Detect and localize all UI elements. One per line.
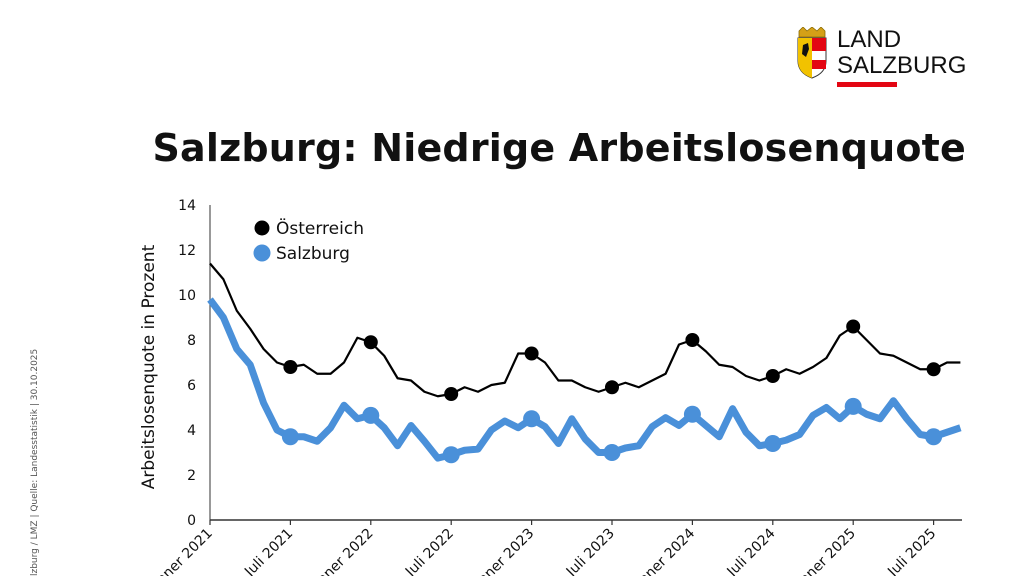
x-tick-label: Juli 2025 [884, 526, 939, 576]
data-point-oesterreich [846, 319, 861, 334]
y-tick-label: 4 [187, 423, 196, 439]
data-point-oesterreich [283, 360, 298, 374]
y-axis-label: Arbeitslosenquote in Prozent [139, 244, 159, 489]
x-tick-label: Jänner 2025 [787, 526, 859, 576]
data-point-salzburg [844, 397, 862, 415]
y-tick-label: 6 [187, 378, 196, 394]
data-point-salzburg [603, 444, 621, 461]
legend-label-oesterreich: Österreich [276, 217, 364, 239]
y-tick-label: 12 [178, 243, 196, 259]
legend-marker-salzburg [253, 244, 271, 262]
x-tick-label: Juli 2024 [724, 525, 779, 576]
x-tick-label: Juli 2022 [402, 526, 457, 576]
x-tick-label: Jänner 2022 [305, 526, 377, 576]
y-tick-label: 10 [178, 288, 196, 304]
data-point-oesterreich [444, 387, 459, 401]
x-tick-label: Jänner 2021 [144, 526, 216, 576]
x-tick-label: Juli 2021 [241, 526, 296, 576]
coat-of-arms-icon [797, 27, 827, 79]
legend-label-salzburg: Salzburg [276, 244, 350, 264]
data-point-salzburg [523, 410, 541, 428]
series-line-salzburg [207, 297, 962, 462]
y-tick-label: 0 [187, 513, 196, 529]
y-tick-label: 14 [178, 198, 196, 214]
land-salzburg-logo: LAND SALZBURG [795, 27, 970, 89]
legend: Österreich Salzburg [253, 217, 364, 264]
data-point-oesterreich [685, 333, 700, 347]
data-point-oesterreich [363, 335, 378, 350]
data-point-oesterreich [926, 362, 941, 377]
x-tick-label: Juli 2023 [563, 526, 618, 576]
x-tick-label: Jänner 2024 [626, 525, 698, 576]
logo-line1: LAND [837, 26, 902, 53]
data-point-salzburg [925, 428, 943, 446]
data-point-salzburg [764, 435, 782, 452]
y-tick-label: 2 [187, 468, 196, 484]
data-point-salzburg [442, 446, 460, 464]
data-point-oesterreich [605, 380, 619, 395]
data-point-salzburg [281, 428, 299, 446]
logo-line2: SALZBURG [837, 52, 967, 79]
x-tick-label: Jänner 2023 [465, 526, 537, 576]
data-point-salzburg [683, 405, 701, 423]
data-point-oesterreich [765, 369, 780, 383]
logo-accent-bar [837, 82, 897, 87]
y-tick-label: 8 [187, 333, 196, 349]
page-title: Salzburg: Niedrige Arbeitslosenquote [152, 126, 966, 170]
data-point-oesterreich [524, 346, 539, 361]
data-point-salzburg [362, 406, 380, 424]
legend-marker-oesterreich [254, 220, 270, 236]
series-line-oesterreich [209, 262, 961, 398]
